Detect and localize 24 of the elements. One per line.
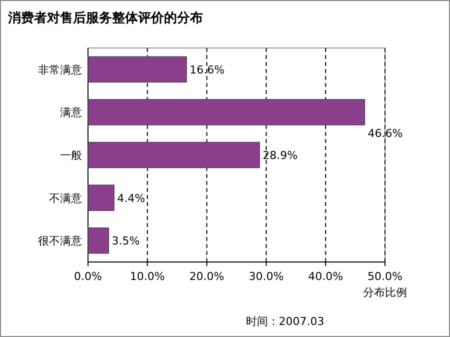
- data-label: 46.6%: [368, 127, 403, 140]
- data-label: 28.9%: [262, 149, 298, 162]
- x-axis-title: 分布比例: [363, 286, 407, 299]
- bar: [88, 228, 110, 254]
- data-label: 16.6%: [190, 63, 225, 76]
- x-tick-label: 40.0%: [308, 270, 344, 283]
- y-tick-label: 非常满意: [38, 63, 82, 76]
- bar: [88, 142, 260, 168]
- y-tick-label: 不满意: [49, 192, 82, 205]
- y-tick-label: 满意: [60, 106, 82, 120]
- x-tick-label: 20.0%: [189, 270, 224, 283]
- x-tick-label: 0.0%: [74, 270, 102, 283]
- text: 时间：2007.03: [246, 315, 324, 328]
- bar: [88, 184, 114, 211]
- y-tick-label: 一般: [60, 149, 82, 162]
- bar: [88, 99, 366, 126]
- x-tick-label: 50.0%: [368, 270, 402, 283]
- data-label: 4.4%: [117, 192, 146, 205]
- data-label: 3.5%: [112, 234, 140, 248]
- x-tick-label: 10.0%: [130, 270, 165, 283]
- x-tick-label: 30.0%: [248, 270, 284, 283]
- bar: [88, 56, 187, 82]
- y-tick-label: 很不满意: [38, 234, 82, 248]
- chart-title: 消费者对售后服务整体评价的分布: [7, 10, 203, 26]
